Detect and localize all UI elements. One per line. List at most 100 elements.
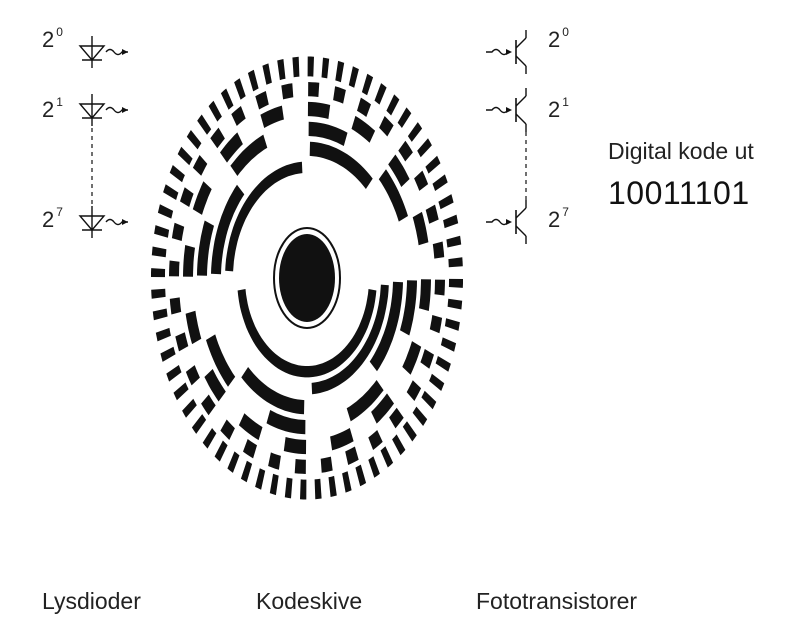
disc-segment (321, 57, 330, 79)
transistor-emitter (515, 225, 527, 237)
disc-segment (208, 100, 222, 122)
disc-segment (414, 170, 429, 191)
disc-segment (368, 456, 380, 478)
disc-segment (429, 373, 445, 391)
led-arrowhead (122, 49, 128, 55)
disc-segment (444, 318, 460, 331)
disc-segment (281, 83, 294, 100)
disc-segment (438, 194, 454, 210)
disc-segment (369, 281, 403, 372)
disc-segment (374, 83, 387, 105)
disc-segment (197, 220, 214, 276)
disc-segment (311, 284, 389, 395)
disc-segment (380, 446, 394, 468)
disc-segment (388, 154, 410, 187)
disc-segment (186, 130, 202, 150)
disc-segment (292, 56, 300, 78)
disc-segment (335, 60, 345, 83)
disc-segment (240, 460, 253, 483)
disc-segment (398, 140, 413, 162)
transistor-emitter (515, 113, 527, 125)
disc-segment (351, 115, 376, 143)
light-arrowhead (506, 107, 512, 113)
disc-segment (345, 446, 359, 465)
led-arrowhead (122, 219, 128, 225)
disc-segment (151, 246, 167, 258)
disc-segment (283, 437, 307, 455)
disc-segment (307, 101, 331, 119)
disc-segment (155, 327, 171, 342)
disc-segment (432, 174, 448, 191)
disc-segment (214, 440, 228, 462)
disc-segment (157, 204, 174, 219)
light-arrow (486, 106, 509, 114)
disc-segment (443, 214, 459, 229)
disc-segment (160, 346, 176, 362)
disc-segment (421, 390, 437, 410)
light-arrow (486, 218, 509, 226)
disc-segment (247, 69, 259, 92)
led-symbol (78, 103, 106, 120)
disc-segment (237, 289, 377, 378)
disc-segment (420, 349, 434, 369)
disc-hub (279, 234, 335, 322)
disc-segment (238, 413, 263, 441)
disc-segment (262, 63, 272, 85)
disc-segment (202, 428, 217, 449)
disc-segment (368, 430, 383, 450)
disc-segment (163, 184, 179, 200)
disc-segment (400, 280, 417, 336)
disc-segment (183, 245, 195, 277)
led-arrowhead (122, 107, 128, 113)
disc-segment (166, 365, 182, 382)
disc-segment (185, 365, 200, 386)
disc-segment (192, 181, 212, 215)
disc-segment (402, 341, 422, 375)
transistor-collector (515, 95, 527, 107)
disc-segment (220, 88, 234, 110)
disc-segment (300, 479, 307, 500)
disc-segment (197, 114, 212, 135)
disc-segment (447, 298, 463, 310)
disc-segment (204, 369, 226, 402)
disc-segment (230, 134, 268, 176)
disc-segment (320, 456, 333, 473)
disc-segment (308, 121, 348, 146)
disc-segment (169, 165, 185, 183)
caption-transistors: Fototransistorer (476, 588, 638, 614)
disc-segment (425, 155, 441, 174)
disc-segment (266, 410, 306, 435)
disc-segment (355, 464, 367, 487)
disc-segment (210, 127, 225, 149)
disc-segment (211, 184, 245, 275)
disc-segment (268, 452, 281, 470)
disc-segment (371, 393, 394, 424)
disc-segment (180, 187, 194, 207)
disc-segment (277, 59, 286, 81)
disc-segment (206, 334, 236, 387)
led-emission-arrow (105, 218, 128, 226)
disc-segment (419, 279, 431, 311)
disc-segment (434, 279, 445, 296)
disc-segment (378, 169, 408, 222)
disc-segment (192, 155, 208, 176)
transistor-collector (515, 207, 527, 219)
disc-segment (309, 141, 373, 189)
disc-hub-ring (273, 227, 341, 329)
disc-segment (260, 105, 284, 128)
disc-segment (348, 66, 359, 88)
disc-segment (333, 86, 346, 104)
disc-segment (154, 225, 170, 238)
disc-segment (361, 73, 374, 96)
disc-segment (308, 82, 320, 97)
disc-segment (448, 278, 463, 288)
disc-segment (342, 471, 352, 493)
led-emission-arrow (105, 48, 128, 56)
light-arrow (486, 48, 509, 56)
disc-segment (412, 211, 429, 246)
